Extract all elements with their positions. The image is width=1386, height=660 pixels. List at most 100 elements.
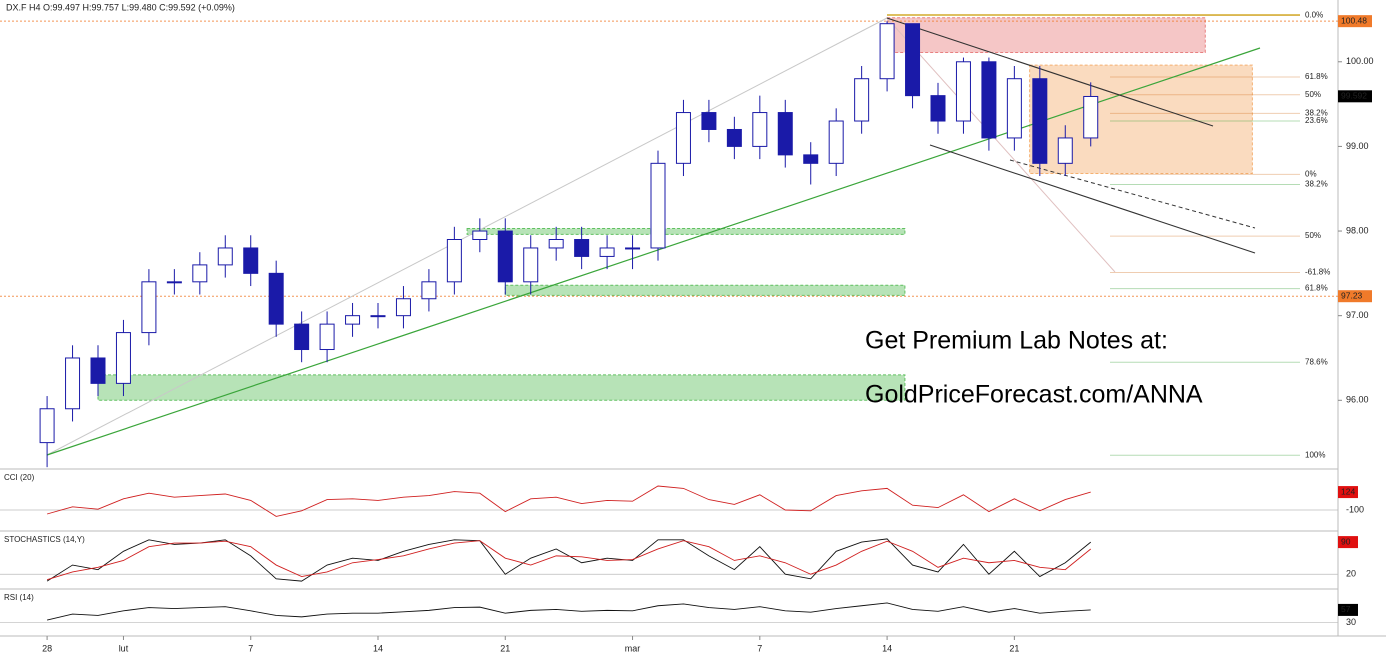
x-tick-label: 28 [42, 643, 52, 653]
candle-body [854, 78, 870, 122]
candle-body [39, 408, 55, 444]
y-tick-label: 100.00 [1346, 56, 1374, 66]
candle-body [599, 247, 615, 257]
y-tick-label: 20 [1346, 569, 1356, 579]
x-tick-label: 21 [1009, 643, 1019, 653]
candle-body [828, 120, 844, 164]
x-tick-label: 21 [500, 643, 510, 653]
candle-body [497, 230, 513, 283]
candle-body [141, 281, 157, 334]
panel-title: STOCHASTICS (14,Y) [4, 535, 85, 544]
zone [504, 284, 906, 296]
fib-label: 0% [1305, 169, 1317, 178]
fib-label: 61.8% [1305, 72, 1328, 81]
fib-label: 78.6% [1305, 357, 1328, 366]
candle-body [650, 162, 666, 249]
candle-body [370, 315, 386, 318]
candle-body [1032, 78, 1048, 164]
y-tick-label: 96.00 [1346, 395, 1369, 405]
dashed-line [1009, 159, 1256, 229]
candle-body [625, 247, 641, 250]
candle-body [115, 332, 131, 384]
candle-body [345, 315, 361, 325]
candle-body [879, 23, 895, 80]
x-tick-label: 7 [248, 643, 253, 653]
candle-body [395, 298, 411, 317]
trend-line [46, 47, 1261, 456]
fib-label: 50% [1305, 231, 1321, 240]
price-tag-label: 99.592 [1341, 91, 1367, 101]
candle-body [675, 112, 691, 164]
candle-body [421, 281, 437, 300]
candle-body [548, 239, 564, 249]
candle-body [905, 23, 921, 97]
candle-body [752, 112, 768, 147]
watermark: Get Premium Lab Notes at: [865, 327, 1168, 355]
candle-body [981, 61, 997, 139]
indicator-tag-label: 57 [1341, 604, 1351, 614]
fib-label: -61.8% [1305, 268, 1330, 277]
candle-body [166, 281, 182, 284]
candle-body [574, 239, 590, 257]
candle-body [268, 272, 284, 325]
resistance-line [886, 17, 1214, 127]
chart-title: DX.F H4 O:99.497 H:99.757 L:99.480 C:99.… [6, 2, 235, 12]
x-tick-label: mar [625, 643, 641, 653]
marks-layer: 100.00 99.00 98.00 97.00 96.00 28 lut 7 14 21 mar 7… [4, 10, 1374, 653]
x-tick-label: 14 [373, 643, 383, 653]
indicator-tag [1338, 536, 1358, 549]
indicator-line [46, 485, 1091, 517]
fib-line [886, 17, 1116, 273]
candle-body [777, 112, 793, 156]
price-tag-label: 97.23 [1341, 290, 1363, 300]
y-tick-label: 99.00 [1346, 141, 1369, 151]
candle-body [1006, 78, 1022, 139]
fib-label: 38.2% [1305, 109, 1328, 118]
candle-body [701, 112, 717, 130]
candle-body [90, 357, 106, 384]
indicator-tag [1338, 486, 1358, 499]
fib-label: 23.6% [1305, 116, 1328, 125]
candle-body [803, 154, 819, 164]
candle-body [726, 128, 742, 147]
candle-body [472, 230, 488, 241]
price-tag [1338, 15, 1372, 28]
watermark: GoldPriceForecast.com/ANNA [865, 381, 1203, 409]
zone [97, 374, 906, 401]
indicator-tag-label: 90 [1341, 536, 1351, 546]
y-tick-label: 97.00 [1346, 310, 1369, 320]
candle-body [217, 247, 233, 266]
candle-body [955, 61, 971, 122]
candle-body [192, 264, 208, 283]
fib-label: 0.0% [1305, 10, 1323, 19]
indicator-tag [1338, 603, 1358, 616]
candle-body [243, 247, 259, 274]
x-tick-label: lut [119, 643, 129, 653]
y-tick-label: -100 [1346, 504, 1364, 514]
fib-label: 61.8% [1305, 284, 1328, 293]
zones-layer [0, 0, 1386, 640]
x-tick-label: 14 [882, 643, 892, 653]
price-tag-label: 100.48 [1341, 15, 1367, 25]
candle-body [1057, 137, 1073, 164]
zone [886, 17, 1206, 53]
candle-body [930, 95, 946, 122]
fib-label: 38.2% [1305, 180, 1328, 189]
x-tick-label: 7 [757, 643, 762, 653]
candle-body [294, 323, 310, 351]
indicator-line [46, 538, 1092, 582]
indicator-line [46, 602, 1091, 621]
fib-label: 100% [1305, 450, 1325, 459]
candle-body [65, 357, 81, 410]
candle-body [319, 323, 335, 351]
price-tag [1338, 90, 1372, 103]
zone [466, 227, 906, 235]
indicator-tag-label: 124 [1341, 486, 1355, 496]
fib-label: 50% [1305, 90, 1321, 99]
y-tick-label: 30 [1346, 617, 1356, 627]
indicator-line [46, 540, 1092, 581]
panel-title: RSI (14) [4, 593, 34, 602]
